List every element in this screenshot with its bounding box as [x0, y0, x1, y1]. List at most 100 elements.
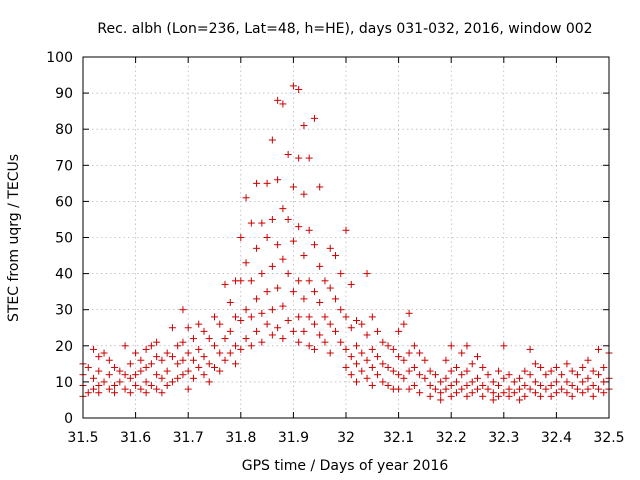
data-point — [379, 360, 387, 368]
data-point — [153, 371, 161, 379]
data-point — [153, 353, 161, 361]
data-point — [594, 345, 602, 353]
x-tick-label: 31.6 — [120, 430, 151, 446]
data-point — [321, 313, 329, 321]
data-point — [179, 306, 187, 314]
data-point — [258, 309, 266, 317]
data-point — [531, 378, 539, 386]
data-point — [305, 154, 313, 162]
data-point — [295, 313, 303, 321]
data-point — [189, 356, 197, 364]
data-point — [437, 378, 445, 386]
data-point — [458, 385, 466, 393]
data-point — [310, 241, 318, 249]
data-point — [537, 382, 545, 390]
data-point — [279, 302, 287, 310]
data-point — [579, 363, 587, 371]
data-point — [289, 183, 297, 191]
data-point — [289, 237, 297, 245]
data-point — [289, 288, 297, 296]
data-point — [374, 353, 382, 361]
data-point — [468, 360, 476, 368]
data-point — [274, 96, 282, 104]
data-point — [384, 342, 392, 350]
data-point — [100, 349, 108, 357]
data-point — [584, 356, 592, 364]
data-point — [426, 382, 434, 390]
data-point — [221, 280, 229, 288]
data-point — [510, 378, 518, 386]
data-point — [195, 320, 203, 328]
data-point — [410, 382, 418, 390]
data-point — [300, 190, 308, 198]
data-point — [410, 363, 418, 371]
data-point — [289, 82, 297, 90]
data-point — [316, 183, 324, 191]
data-point — [126, 360, 134, 368]
data-point — [258, 338, 266, 346]
data-point — [342, 226, 350, 234]
data-point — [300, 122, 308, 130]
data-point — [389, 367, 397, 375]
data-point — [416, 389, 424, 397]
data-point — [184, 324, 192, 332]
data-point — [400, 320, 408, 328]
points-layer — [79, 82, 613, 404]
data-point — [479, 392, 487, 400]
data-point — [242, 306, 250, 314]
x-tick-label: 31.5 — [67, 430, 98, 446]
data-point — [168, 324, 176, 332]
data-point — [389, 345, 397, 353]
data-point — [237, 234, 245, 241]
data-point — [558, 385, 566, 393]
data-point — [368, 313, 376, 321]
data-point — [126, 374, 134, 382]
data-point — [226, 327, 234, 335]
data-point — [295, 338, 303, 346]
data-point — [279, 335, 287, 343]
data-point — [116, 367, 124, 375]
data-point — [95, 389, 103, 397]
y-tick-label: 20 — [55, 339, 73, 355]
data-point — [121, 371, 129, 379]
data-point — [284, 215, 292, 223]
data-point — [279, 100, 287, 108]
data-point — [479, 363, 487, 371]
data-point — [268, 136, 276, 144]
data-point — [211, 342, 218, 350]
data-point — [279, 205, 287, 213]
data-point — [589, 367, 597, 375]
data-point — [358, 320, 366, 328]
data-point — [526, 371, 534, 379]
data-point — [268, 215, 276, 223]
data-point — [552, 363, 560, 371]
data-point — [589, 382, 597, 390]
data-point — [253, 244, 261, 252]
data-point — [395, 385, 403, 393]
data-point — [516, 374, 524, 382]
data-point — [405, 367, 413, 375]
data-point — [174, 342, 182, 350]
data-point — [368, 363, 376, 371]
data-point — [310, 288, 318, 296]
data-point — [84, 363, 92, 371]
data-point — [447, 392, 455, 400]
data-point — [253, 179, 261, 187]
y-tick-label: 60 — [55, 194, 73, 210]
data-point — [316, 262, 324, 270]
data-point — [263, 234, 271, 241]
data-point — [474, 374, 481, 382]
data-point — [363, 270, 371, 278]
data-point — [300, 327, 308, 335]
data-point — [447, 342, 455, 350]
data-point — [353, 342, 361, 350]
data-point — [111, 363, 119, 371]
plot-frame — [82, 56, 610, 419]
data-point — [137, 385, 145, 393]
data-point — [379, 338, 387, 346]
x-tick-label: 31.7 — [173, 430, 204, 446]
data-point — [274, 176, 282, 184]
data-point — [121, 342, 129, 350]
data-point — [274, 284, 282, 292]
x-tick-label: 31.8 — [225, 430, 256, 446]
